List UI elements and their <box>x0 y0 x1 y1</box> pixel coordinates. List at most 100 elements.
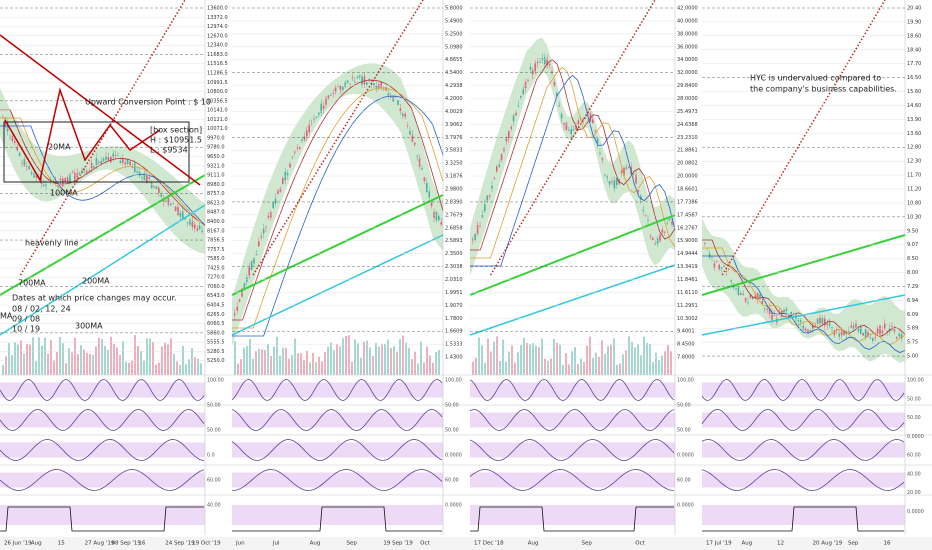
candle-body <box>520 95 522 98</box>
candle-body <box>819 317 821 324</box>
date-label: 17 Jul '19 <box>706 541 732 547</box>
indicator-line <box>231 409 443 431</box>
candle-body <box>544 57 546 65</box>
candle-body <box>274 198 277 204</box>
candle-body <box>296 147 298 149</box>
volume-bar <box>5 356 7 375</box>
volume-bar <box>616 364 618 375</box>
volume-bar <box>402 335 404 375</box>
candle-body <box>723 265 725 267</box>
candle-body <box>756 292 759 301</box>
annotation: HYC is undervalued compared to <box>750 74 881 83</box>
price-label: 1.9070 <box>445 303 463 309</box>
indicator-label: 60.00 <box>677 478 691 484</box>
indicator-band <box>0 505 205 525</box>
indicator-label: 50.00 <box>445 428 459 434</box>
volume-bar <box>74 337 76 375</box>
volume-bar <box>526 342 528 375</box>
price-label: 19.90 <box>907 19 921 25</box>
volume-bar <box>110 336 112 375</box>
candle-body <box>551 71 553 73</box>
candle-body <box>652 237 654 240</box>
volume-bar <box>143 360 145 375</box>
candle-body <box>95 158 98 166</box>
candle-body <box>368 78 370 81</box>
indicator-band <box>232 412 443 428</box>
volume-bar <box>396 351 398 375</box>
price-label: 8757.0 <box>207 191 225 197</box>
candle-body <box>802 325 804 330</box>
candle-body <box>891 326 893 328</box>
candle-body <box>134 163 136 172</box>
candle-body <box>632 173 635 175</box>
candle-body <box>623 167 625 176</box>
volume-bar <box>185 364 187 375</box>
candle-body <box>6 122 9 132</box>
volume-bar <box>390 347 392 375</box>
candle-body <box>390 96 392 98</box>
volume-bar <box>613 338 615 375</box>
candle-body <box>196 228 198 231</box>
candle-body <box>279 188 282 192</box>
volume-bar <box>68 348 70 375</box>
price-label: 9.50 <box>907 228 918 234</box>
candle-body <box>611 181 613 183</box>
candle-body <box>138 171 141 177</box>
volume-bar <box>264 350 266 375</box>
candle-body <box>833 330 836 336</box>
volume-bar <box>559 344 561 375</box>
date-label: Oct <box>420 541 430 547</box>
volume-bar <box>514 362 516 375</box>
volume-bar <box>484 362 486 375</box>
candle-body <box>258 241 260 247</box>
volume-bar <box>357 343 359 375</box>
volume-bar <box>152 342 154 375</box>
volume-bar <box>423 362 425 375</box>
indicator-line <box>469 469 675 491</box>
candle-body <box>64 178 66 183</box>
price-label: 17.4567 <box>677 212 698 218</box>
candle-body <box>838 333 840 337</box>
trend-line <box>0 204 206 336</box>
date-label: 12 <box>777 541 784 547</box>
candle-body <box>291 156 294 158</box>
candle-body <box>411 135 414 142</box>
volume-bar <box>44 337 46 375</box>
candle-body <box>644 214 647 216</box>
annotation: Upward Conversion Point : $ 10 <box>85 98 211 107</box>
candle-body <box>785 308 788 312</box>
price-label: 15.9000 <box>677 238 698 244</box>
candle-body <box>93 166 95 168</box>
annotation: [box section] <box>150 126 202 135</box>
price-label: 12.30 <box>907 159 921 165</box>
candle-body <box>74 172 76 180</box>
candle-body <box>428 191 430 198</box>
volume-bar <box>285 347 287 375</box>
moving-average <box>232 79 444 321</box>
volume-bar <box>571 351 573 375</box>
volume-bar <box>556 342 558 375</box>
volume-bar <box>125 361 127 375</box>
volume-bar <box>502 339 504 375</box>
date-label: 16 <box>138 541 145 547</box>
indicator-line <box>469 379 675 401</box>
candle-body <box>510 126 512 129</box>
volume-bar <box>327 346 329 375</box>
candle-body <box>534 63 536 72</box>
volume-bar <box>658 360 660 375</box>
candle-body <box>735 288 737 290</box>
volume-bar <box>8 343 10 375</box>
candle-body <box>647 220 649 221</box>
volume-bar <box>288 358 290 375</box>
indicator-band <box>470 472 675 488</box>
moving-average <box>0 125 206 226</box>
candle-body <box>191 220 194 227</box>
candle-body <box>529 66 532 70</box>
volume-bar <box>182 345 184 375</box>
candle-body <box>69 174 71 184</box>
price-label: 18.40 <box>907 47 921 53</box>
candle-body <box>375 85 378 89</box>
price-label: 11516.5 <box>207 61 228 67</box>
price-label: 12340.0 <box>207 43 228 49</box>
